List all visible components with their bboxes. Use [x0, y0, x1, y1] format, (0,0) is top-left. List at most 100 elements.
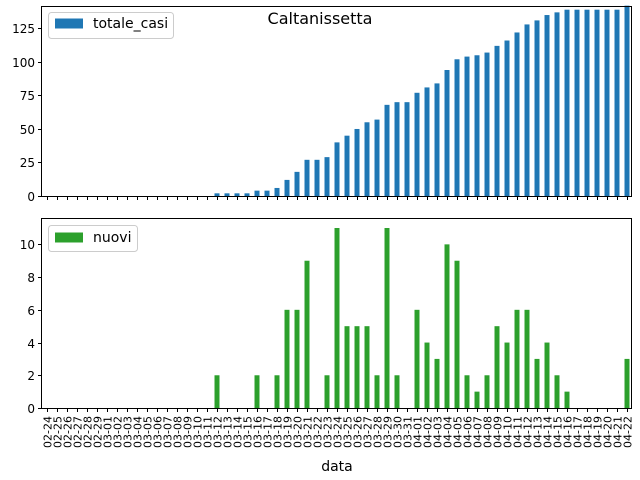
top-legend: totale_casi [48, 12, 174, 39]
top-bar [384, 104, 390, 196]
bottom-y-tick-label: 8 [27, 271, 35, 285]
top-y-tick-label: 0 [27, 190, 35, 204]
top-bar [314, 159, 320, 196]
top-bar [374, 119, 380, 196]
bottom-x-tick-label: 03-27 [362, 416, 375, 448]
bottom-x-tick-label: 04-14 [542, 416, 555, 448]
bottom-x-tick-label: 02-26 [62, 416, 75, 448]
bottom-x-tick-label: 03-20 [292, 416, 305, 448]
bottom-bar [564, 391, 570, 408]
bottom-x-tick-label: 04-06 [462, 416, 475, 448]
bottom-x-tick-label: 03-06 [152, 416, 165, 448]
bottom-bar [374, 375, 380, 408]
bottom-x-tick-label: 03-16 [252, 416, 265, 448]
bottom-x-tick-label: 03-17 [262, 416, 275, 448]
top-bar [414, 92, 420, 196]
top-chart-panel: 0 25 50 75 100 125 totale_casi Caltanissetta [12, 5, 632, 204]
top-bar [294, 171, 300, 196]
top-bar [394, 102, 400, 196]
bottom-x-tick-label: 03-21 [302, 416, 315, 448]
top-bar [444, 70, 450, 196]
top-y-tick-label: 25 [20, 156, 35, 170]
bottom-legend-label: nuovi [93, 230, 132, 246]
top-bar [364, 122, 370, 196]
bottom-bar [454, 260, 460, 408]
bottom-x-tick-label: 03-03 [122, 416, 135, 448]
top-bar [214, 193, 220, 196]
bottom-x-tick-label: 04-15 [552, 416, 565, 448]
bottom-x-tick-label: 03-30 [392, 416, 405, 448]
bottom-x-tick-label: 04-18 [582, 416, 595, 448]
bottom-bar [284, 309, 290, 408]
bottom-plot-frame [41, 218, 632, 409]
bottom-x-tick-label: 04-11 [512, 416, 525, 448]
top-bar [424, 87, 430, 196]
bottom-x-tick-label: 03-18 [272, 416, 285, 448]
bottom-legend-box [48, 225, 138, 252]
bottom-x-tick-label: 04-02 [422, 416, 435, 448]
top-bar [464, 56, 470, 196]
bottom-x-tick-label: 03-02 [112, 416, 125, 448]
bottom-y-tick-label: 6 [27, 304, 35, 318]
bottom-bar [304, 260, 310, 408]
bottom-bar [344, 326, 350, 408]
bottom-bar [414, 309, 420, 408]
top-bar [524, 24, 530, 197]
bottom-bar [324, 375, 330, 408]
top-bar [474, 55, 480, 197]
bottom-legend-swatch [55, 232, 83, 243]
bottom-x-tick-label: 02-27 [72, 416, 85, 448]
top-bar [594, 9, 600, 197]
bottom-bar [494, 326, 500, 408]
top-y-tick-label: 100 [12, 56, 35, 70]
bottom-bar [254, 375, 260, 408]
bottom-x-tick-label: 03-04 [132, 416, 145, 448]
bottom-bar [474, 391, 480, 408]
top-bar [334, 142, 340, 196]
bottom-bar [544, 342, 550, 408]
bottom-x-tick-label: 03-10 [192, 416, 205, 448]
top-bar [574, 9, 580, 197]
top-bar [484, 52, 490, 196]
bottom-x-tick-label: 04-08 [482, 416, 495, 448]
top-bar [534, 20, 540, 197]
bottom-x-tick-label: 03-31 [402, 416, 415, 448]
bottom-bar [444, 244, 450, 408]
top-legend-swatch [55, 18, 83, 29]
bottom-bar [514, 309, 520, 408]
top-y-tick-label: 125 [12, 22, 35, 36]
bottom-bar [424, 342, 430, 408]
bottom-x-tick-label: 03-26 [352, 416, 365, 448]
bottom-x-tick-label: 03-14 [232, 416, 245, 448]
top-bar [494, 45, 500, 197]
bottom-x-tick-label: 04-03 [432, 416, 445, 448]
bottom-x-tick-label: 04-22 [622, 416, 635, 448]
bottom-bar [554, 375, 560, 408]
bottom-x-tick-label: 04-01 [412, 416, 425, 448]
top-bar [614, 9, 620, 197]
bottom-x-tick-label: 02-25 [52, 416, 65, 448]
bottom-x-tick-label: 03-15 [242, 416, 255, 448]
bottom-x-tick-label: 04-12 [522, 416, 535, 448]
bottom-x-tick-label: 03-28 [372, 416, 385, 448]
bottom-x-tick-label: 02-24 [42, 416, 55, 448]
bottom-x-tick-label: 04-21 [612, 416, 625, 448]
bottom-bar [274, 375, 280, 408]
top-bar [234, 193, 240, 196]
top-bar [304, 159, 310, 196]
top-bar [454, 59, 460, 196]
bottom-y-axis: 0 2 4 6 8 10 [20, 238, 42, 416]
bottom-bar [384, 228, 390, 408]
top-bar [404, 102, 410, 196]
bottom-y-tick-label: 2 [27, 369, 35, 383]
top-bar [544, 15, 550, 197]
bottom-y-tick-label: 4 [27, 337, 35, 351]
bottom-bar [394, 375, 400, 408]
bottom-bar [624, 358, 630, 408]
top-bar [264, 190, 270, 196]
top-bar [244, 193, 250, 196]
bottom-y-tick-label: 0 [27, 402, 35, 416]
top-bar [284, 179, 290, 196]
